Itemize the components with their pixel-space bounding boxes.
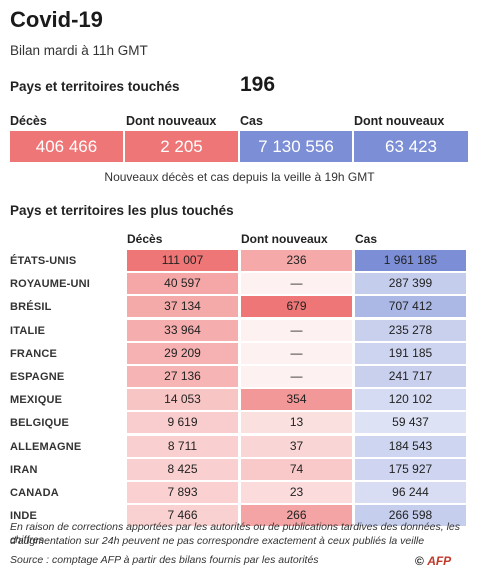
cases-cell: 287 399: [355, 273, 466, 294]
column-header-cases: Cas: [355, 232, 378, 246]
new-deaths-cell: 23: [241, 482, 352, 503]
countries-affected-value: 196: [240, 73, 276, 96]
cases-cell: 235 278: [355, 320, 466, 341]
country-label: INDE: [10, 510, 38, 522]
country-label: ESPAGNE: [10, 371, 65, 383]
new-deaths-cell: 13: [241, 412, 352, 433]
cases-cell: 266 598: [355, 505, 466, 526]
table-row: ÉTATS-UNIS 111 007 236 1 961 185: [0, 250, 479, 272]
page-title: Covid-19: [10, 7, 103, 32]
country-label: BELGIQUE: [10, 417, 70, 429]
summary-header-new-deaths: Dont nouveaux: [126, 114, 217, 128]
cases-cell: 59 437: [355, 412, 466, 433]
country-label: ROYAUME-UNI: [10, 278, 91, 290]
column-header-deaths: Décès: [127, 232, 163, 246]
table-row: ALLEMAGNE 8 711 37 184 543: [0, 436, 479, 458]
new-deaths-cell: —: [241, 320, 352, 341]
new-deaths-cell: 236: [241, 250, 352, 271]
deaths-cell: 7 893: [127, 482, 238, 503]
country-label: CANADA: [10, 487, 59, 499]
deaths-cell: 14 053: [127, 389, 238, 410]
country-label: ITALIE: [10, 325, 46, 337]
summary-header-new-cases: Dont nouveaux: [354, 114, 445, 128]
countries-affected-label: Pays et territoires touchés: [10, 79, 180, 94]
copyright-symbol: ©: [415, 554, 424, 568]
new-deaths-cell: —: [241, 273, 352, 294]
deaths-cell: 40 597: [127, 273, 238, 294]
table-row: ROYAUME-UNI 40 597—287 399: [0, 273, 479, 295]
afp-credit: © AFP: [415, 554, 451, 568]
summary-new-deaths-box: 2 205: [125, 131, 238, 162]
deaths-cell: 29 209: [127, 343, 238, 364]
cases-cell: 96 244: [355, 482, 466, 503]
deaths-cell: 37 134: [127, 296, 238, 317]
source-note: Source : comptage AFP à partir des bilan…: [10, 554, 319, 566]
country-label: FRANCE: [10, 348, 58, 360]
country-label: ALLEMAGNE: [10, 441, 82, 453]
deaths-cell: 9 619: [127, 412, 238, 433]
summary-header-cases: Cas: [240, 114, 263, 128]
afp-logo: AFP: [427, 554, 452, 568]
deaths-cell: 33 964: [127, 320, 238, 341]
new-deaths-cell: 37: [241, 436, 352, 457]
column-header-new-deaths: Dont nouveaux: [241, 232, 328, 246]
country-label: MEXIQUE: [10, 394, 63, 406]
country-label: BRÉSIL: [10, 301, 52, 313]
cases-cell: 191 185: [355, 343, 466, 364]
table-row: ITALIE 33 964—235 278: [0, 320, 479, 342]
cases-cell: 707 412: [355, 296, 466, 317]
cases-cell: 241 717: [355, 366, 466, 387]
table-row: INDE 7 466 266 266 598: [0, 505, 479, 527]
country-label: IRAN: [10, 464, 38, 476]
table-row: ESPAGNE 27 136—241 717: [0, 366, 479, 388]
deaths-cell: 7 466: [127, 505, 238, 526]
cases-cell: 120 102: [355, 389, 466, 410]
new-deaths-cell: 354: [241, 389, 352, 410]
cases-cell: 175 927: [355, 459, 466, 480]
table-row: BELGIQUE 9 619 13 59 437: [0, 412, 479, 434]
table-row: FRANCE 29 209—191 185: [0, 343, 479, 365]
summary-cases-box: 7 130 556: [240, 131, 352, 162]
page-subtitle: Bilan mardi à 11h GMT: [10, 43, 148, 58]
cases-cell: 1 961 185: [355, 250, 466, 271]
deaths-cell: 8 711: [127, 436, 238, 457]
new-deaths-cell: 266: [241, 505, 352, 526]
new-deaths-cell: 74: [241, 459, 352, 480]
country-label: ÉTATS-UNIS: [10, 255, 77, 267]
table-row: BRÉSIL 37 134 679 707 412: [0, 296, 479, 318]
footnote-line-1: En raison de corrections apportées par l…: [10, 521, 461, 546]
summary-header-deaths: Décès: [10, 114, 47, 128]
deaths-cell: 111 007: [127, 250, 238, 271]
table-row: MEXIQUE 14 053 354 120 102: [0, 389, 479, 411]
new-deaths-cell: —: [241, 343, 352, 364]
deaths-cell: 8 425: [127, 459, 238, 480]
new-deaths-cell: 679: [241, 296, 352, 317]
table-heading: Pays et territoires les plus touchés: [10, 203, 234, 218]
new-deaths-cell: —: [241, 366, 352, 387]
summary-new-cases-box: 63 423: [354, 131, 468, 162]
summary-note: Nouveaux décès et cas depuis la veille à…: [104, 170, 375, 184]
summary-deaths-box: 406 466: [10, 131, 123, 162]
deaths-cell: 27 136: [127, 366, 238, 387]
footnote-line-2: d'augmentation sur 24h peuvent ne pas co…: [10, 535, 425, 547]
table-row: IRAN 8 425 74 175 927: [0, 459, 479, 481]
cases-cell: 184 543: [355, 436, 466, 457]
table-row: CANADA 7 893 23 96 244: [0, 482, 479, 504]
